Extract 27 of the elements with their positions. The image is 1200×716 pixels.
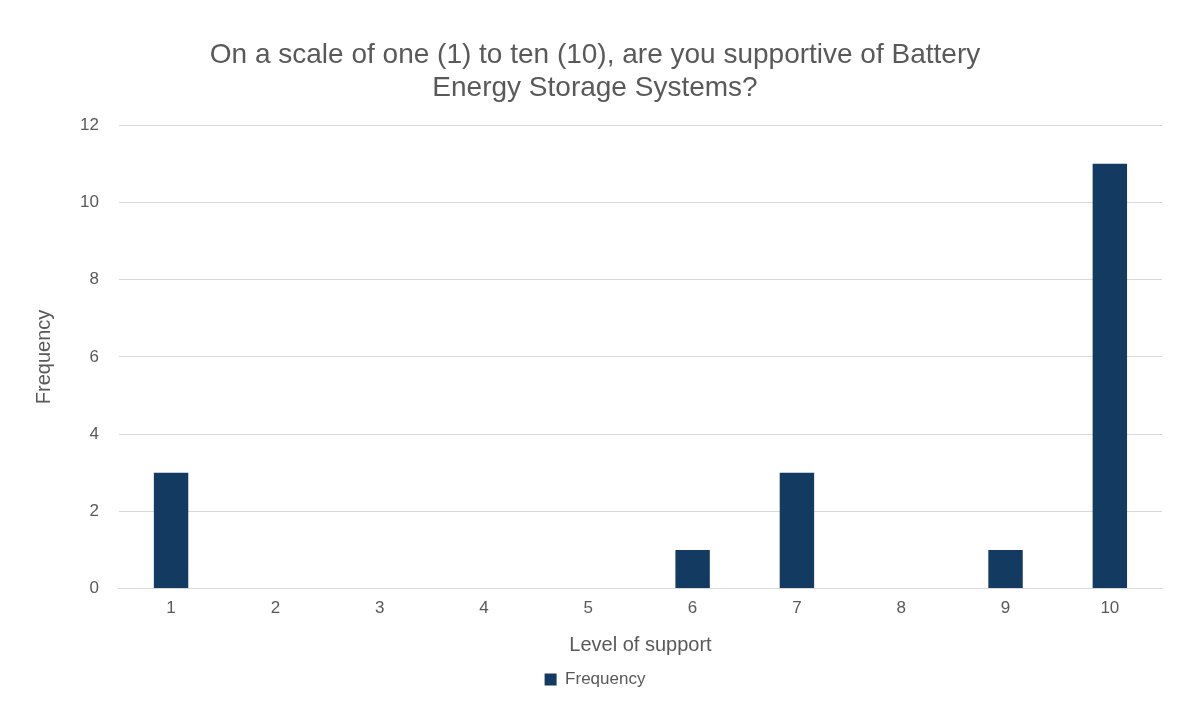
bar [153, 472, 189, 589]
y-tick-label: 2 [89, 501, 99, 521]
y-tick-label: 10 [79, 192, 99, 212]
x-tick-label: 8 [896, 598, 906, 618]
y-tick-label: 4 [89, 423, 99, 443]
x-tick-label: 2 [270, 598, 281, 618]
x-tick-label: 7 [792, 598, 802, 618]
bar [779, 472, 815, 589]
y-tick-label: 12 [79, 114, 99, 134]
x-tick-label: 9 [1000, 598, 1011, 618]
bar [988, 549, 1023, 589]
x-tick-label: 1 [166, 598, 176, 618]
y-axis-title: Frequency [31, 309, 54, 405]
y-tick-label: 8 [89, 269, 99, 289]
y-tick-label: 6 [89, 346, 99, 366]
y-tick-label: 0 [89, 578, 99, 598]
x-tick-label: 3 [374, 598, 385, 618]
bar [675, 549, 710, 589]
x-tick-label: 5 [583, 598, 594, 618]
x-tick-label: 10 [1100, 598, 1120, 618]
x-tick-label: 6 [687, 598, 698, 618]
legend-label: Frequency [565, 669, 646, 689]
text: On a scale of one (1) to ten (10), are you supportive of Battery [209, 37, 981, 69]
bar [1092, 163, 1128, 589]
x-tick-label: 4 [479, 598, 489, 618]
text: Energy Storage Systems? [432, 71, 758, 103]
x-axis-title: Level of support [569, 632, 713, 655]
